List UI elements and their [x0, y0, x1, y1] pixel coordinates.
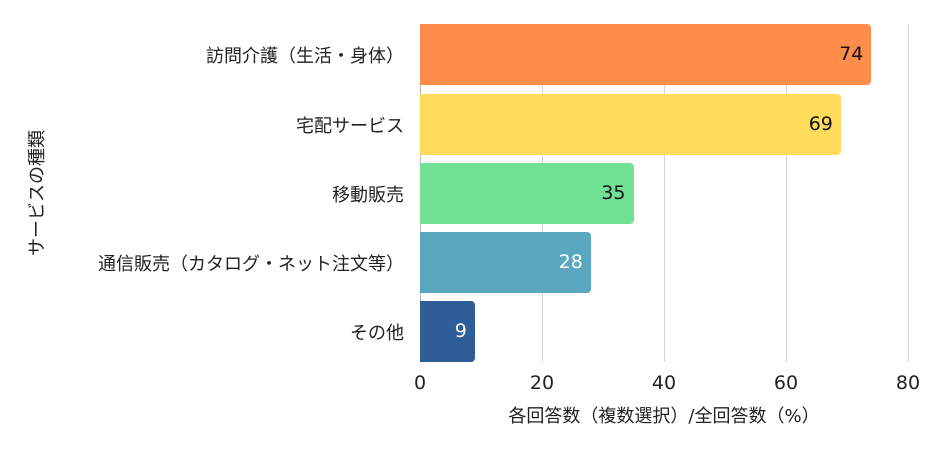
bar-value-label: 28	[558, 251, 583, 273]
bar: 74	[420, 24, 872, 85]
bar: 9	[420, 301, 475, 362]
category-label: その他	[350, 323, 404, 344]
bar-value-label: 74	[839, 43, 864, 65]
bar: 35	[420, 163, 634, 224]
bar: 28	[420, 232, 591, 293]
gridline	[664, 24, 665, 362]
category-label: 移動販売	[332, 185, 404, 206]
bar-value-label: 35	[601, 182, 626, 204]
bar-value-label: 69	[808, 113, 833, 135]
gridline	[786, 24, 787, 362]
category-label: 訪問介護（生活・身体）	[206, 46, 404, 67]
x-tick-label: 60	[773, 372, 799, 394]
x-tick-label: 20	[529, 372, 555, 394]
category-label: 通信販売（カタログ・ネット注文等）	[98, 254, 404, 275]
x-tick-label: 40	[651, 372, 677, 394]
category-label: 宅配サービス	[296, 116, 404, 137]
x-tick-label: 0	[413, 372, 427, 394]
x-axis-label: 各回答数（複数選択）/全回答数（%）	[508, 406, 820, 427]
bar: 69	[420, 94, 841, 155]
x-tick-label: 80	[895, 372, 921, 394]
y-axis-label: サービスの種類	[27, 130, 48, 256]
gridline	[908, 24, 909, 362]
bar-value-label: 9	[454, 320, 467, 342]
